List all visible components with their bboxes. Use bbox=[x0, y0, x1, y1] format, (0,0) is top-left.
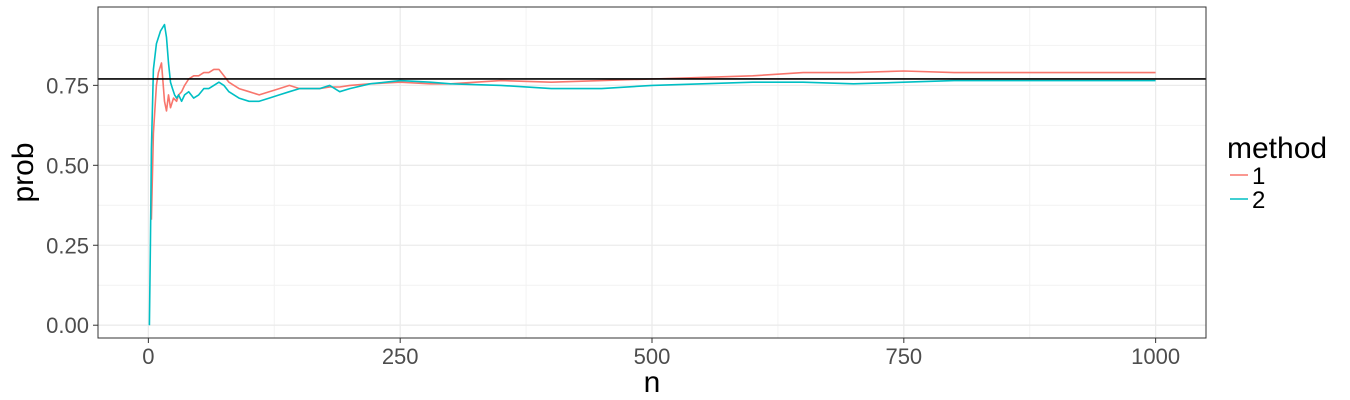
series-line-2 bbox=[148, 23, 1156, 326]
y-axis-title: prob bbox=[7, 142, 40, 202]
x-axis-title: n bbox=[644, 366, 661, 399]
legend: method 12 bbox=[1227, 132, 1327, 214]
legend-label-2: 2 bbox=[1252, 187, 1265, 214]
y-tick-label: 0.25 bbox=[46, 233, 89, 258]
x-tick-label: 250 bbox=[382, 344, 419, 369]
y-axis-ticks: 0.00 0.25 0.50 0.75 bbox=[46, 73, 98, 338]
y-tick-label: 0.75 bbox=[46, 73, 89, 98]
y-tick-label: 0.00 bbox=[46, 313, 89, 338]
legend-entries: 12 bbox=[1230, 163, 1265, 214]
series-layer bbox=[148, 23, 1156, 326]
legend-label-1: 1 bbox=[1252, 163, 1265, 190]
y-tick-label: 0.50 bbox=[46, 153, 89, 178]
x-tick-label: 1000 bbox=[1131, 344, 1180, 369]
legend-title: method bbox=[1227, 132, 1327, 165]
x-tick-label: 500 bbox=[634, 344, 671, 369]
grid-layer bbox=[98, 7, 1206, 338]
x-tick-label: 0 bbox=[142, 344, 154, 369]
series-line-1 bbox=[150, 62, 1156, 220]
x-axis-ticks: 0 250 500 750 1000 bbox=[142, 338, 1180, 369]
x-tick-label: 750 bbox=[885, 344, 922, 369]
